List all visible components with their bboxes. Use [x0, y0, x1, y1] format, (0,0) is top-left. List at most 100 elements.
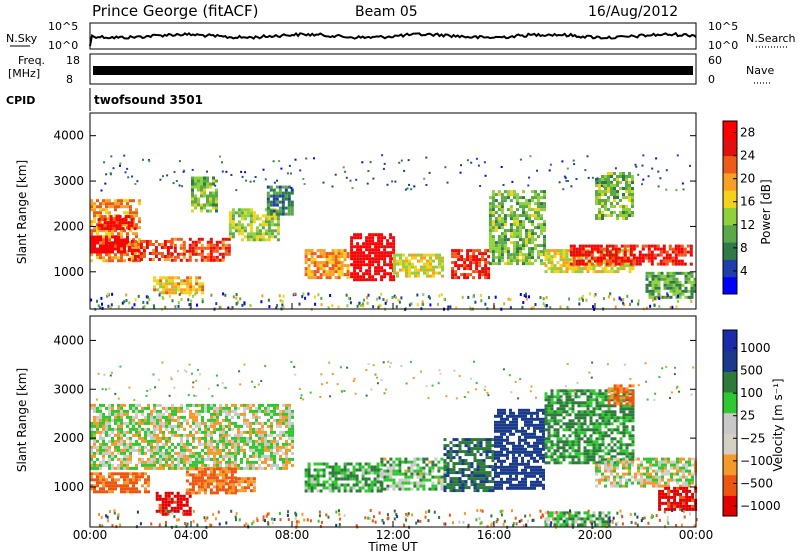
heatmap-cell	[662, 262, 666, 266]
heatmap-cell	[196, 303, 198, 307]
heatmap-cell	[340, 477, 344, 481]
heatmap-cell	[651, 271, 655, 275]
heatmap-cell	[102, 412, 105, 416]
heatmap-cell	[99, 256, 102, 260]
heatmap-cell	[310, 258, 314, 262]
heatmap-cell	[641, 256, 645, 260]
heatmap-cell	[503, 459, 506, 463]
heatmap-cell	[605, 250, 609, 254]
heatmap-cell	[235, 189, 238, 192]
heatmap-cell	[638, 256, 642, 260]
heatmap-cell	[690, 283, 694, 287]
heatmap-cell	[631, 205, 634, 208]
heatmap-cell	[337, 468, 341, 472]
heatmap-cell	[212, 491, 216, 495]
heatmap-cell	[99, 415, 102, 419]
heatmap-cell	[482, 483, 486, 487]
heatmap-cell	[264, 466, 267, 470]
heatmap-cell	[353, 254, 357, 258]
heatmap-cell	[156, 415, 159, 419]
cpid-value: twofsound 3501	[94, 93, 203, 107]
heatmap-cell	[494, 444, 497, 448]
heatmap-cell	[683, 253, 687, 257]
heatmap-cell	[180, 409, 183, 413]
heatmap-cell	[382, 298, 385, 301]
heatmap-cell	[182, 249, 186, 253]
heatmap-cell	[488, 241, 492, 245]
heatmap-cell	[194, 473, 198, 477]
heatmap-cell	[398, 460, 402, 464]
heatmap-cell	[224, 479, 228, 483]
heatmap-cell	[395, 484, 399, 488]
heatmap-cell	[111, 406, 114, 410]
heatmap-cell	[302, 292, 305, 296]
heatmap-cell	[246, 235, 250, 239]
heatmap-cell	[252, 442, 255, 446]
heatmap-cell	[392, 278, 396, 282]
heatmap-cell	[198, 412, 201, 416]
heatmap-cell	[243, 430, 246, 434]
heatmap-cell	[497, 411, 500, 415]
heatmap-cell	[660, 274, 664, 278]
heatmap-cell	[165, 442, 168, 446]
heatmap-cell	[435, 265, 438, 269]
heatmap-cell	[645, 289, 649, 293]
heatmap-cell	[561, 160, 564, 163]
heatmap-cell	[285, 457, 288, 461]
heatmap-cell	[107, 292, 110, 296]
heatmap-cell	[108, 454, 111, 458]
heatmap-cell	[402, 253, 405, 257]
heatmap-cell	[470, 450, 474, 454]
heatmap-cell	[472, 255, 476, 259]
heatmap-cell	[233, 467, 237, 471]
heatmap-cell	[237, 424, 240, 428]
heatmap-cell	[503, 229, 507, 233]
heatmap-cell	[189, 279, 193, 283]
heatmap-cell	[258, 223, 262, 227]
heatmap-cell	[161, 509, 165, 513]
heatmap-cell	[102, 454, 105, 458]
heatmap-cell	[258, 448, 261, 452]
heatmap-cell	[111, 244, 114, 248]
heatmap-cell	[240, 211, 244, 215]
heatmap-cell	[476, 471, 480, 475]
heatmap-cell	[449, 459, 453, 463]
heatmap-cell	[352, 486, 356, 490]
heatmap-cell	[648, 280, 652, 284]
heatmap-cell	[572, 253, 576, 257]
heatmap-cell	[666, 292, 669, 296]
heatmap-cell	[362, 304, 365, 308]
heatmap-cell	[133, 258, 137, 261]
heatmap-cell	[337, 276, 341, 280]
heatmap-cell	[233, 470, 237, 474]
heatmap-cell	[167, 503, 171, 507]
heatmap-cell	[203, 473, 207, 477]
heatmap-cell	[438, 265, 441, 269]
heatmap-cell	[180, 442, 183, 446]
heatmap-cell	[135, 490, 138, 494]
heatmap-cell	[669, 277, 673, 281]
heatmap-cell	[405, 268, 408, 272]
heatmap-cell	[494, 426, 497, 430]
heatmap-cell	[307, 252, 311, 256]
heatmap-cell	[616, 196, 619, 199]
heatmap-cell	[565, 252, 569, 256]
heatmap-cell	[355, 462, 359, 466]
heatmap-cell	[135, 223, 138, 227]
heatmap-cell	[156, 282, 160, 286]
heatmap-cell	[473, 444, 477, 448]
heatmap-cell	[192, 288, 196, 292]
heatmap-cell	[364, 468, 368, 472]
heatmap-cell	[225, 415, 228, 419]
heatmap-cell	[282, 421, 285, 425]
heatmap-cell	[680, 253, 684, 257]
heatmap-cell	[219, 412, 222, 416]
heatmap-cell	[216, 448, 219, 452]
heatmap-cell	[488, 235, 492, 239]
heatmap-cell	[210, 293, 213, 297]
heatmap-cell	[544, 255, 548, 259]
heatmap-cell	[102, 256, 105, 260]
heatmap-cell	[96, 424, 99, 428]
heatmap-cell	[693, 280, 697, 284]
heatmap-cell	[651, 274, 655, 278]
